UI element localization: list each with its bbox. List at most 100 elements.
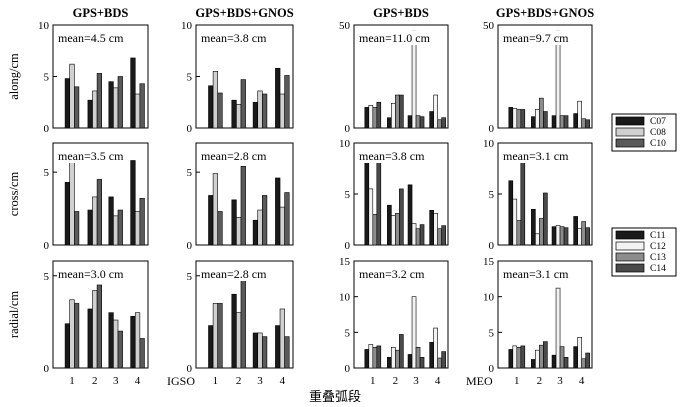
bar-along-igso-gbg-2-C10	[240, 79, 246, 129]
bar-along-igso-gbg-4-C10	[284, 75, 290, 129]
ytick-label-cross-meo-gbg-10: 10	[483, 138, 495, 150]
bar-along-igso-gbg-3-C08	[257, 90, 263, 129]
bar-radial-meo-gbg-2-C14	[543, 341, 548, 369]
x-axis-label: 重叠弧段	[309, 389, 361, 404]
bar-along-igso-gb-2-C07	[87, 99, 93, 129]
bar-cross-igso-gbg-4-C07	[275, 177, 281, 246]
bar-along-meo-gb-3-C14	[419, 116, 425, 129]
legend-label-C08: C08	[650, 128, 666, 138]
mean-label-background	[200, 31, 269, 45]
bar-along-meo-gbg-4-C11	[573, 113, 578, 129]
bar-along-igso-gb-4-C10	[139, 83, 145, 129]
bar-along-igso-gbg-1-C07	[208, 85, 214, 129]
mean-label-background	[502, 149, 571, 163]
mean-label-background	[57, 267, 126, 281]
ytick-label-radial-meo-gb-10: 10	[339, 292, 351, 304]
bar-along-meo-gb-2-C13	[395, 94, 400, 129]
bar-radial-igso-gb-2-C08	[92, 290, 98, 369]
ytick-label-radial-igso-gbg-5: 5	[187, 271, 193, 283]
bar-radial-meo-gb-1-C11	[364, 349, 370, 369]
legend-swatch-C10	[615, 138, 645, 148]
bar-radial-meo-gbg-2-C11	[531, 359, 536, 369]
bar-radial-meo-gb-3-C11	[407, 354, 413, 369]
xtick-label-radial-igso-gb-2: 2	[92, 375, 98, 387]
bar-along-meo-gb-3-C12	[411, 30, 417, 129]
legend-label-C10: C10	[650, 139, 666, 149]
bar-along-igso-gb-4-C08	[134, 93, 141, 129]
bar-along-igso-gb-1-C08	[69, 63, 75, 129]
bar-radial-meo-gb-4-C13	[437, 357, 442, 369]
bar-cross-igso-gb-3-C07	[108, 196, 114, 246]
bar-radial-meo-gbg-3-C14	[563, 356, 569, 369]
legend-swatch-C12	[615, 241, 645, 251]
legend-label-C11: C11	[650, 231, 666, 241]
bar-along-meo-gbg-3-C13	[559, 115, 565, 129]
xtick-label-radial-igso-gbg-2: 2	[236, 375, 242, 387]
ytick-label-radial-meo-gb-5: 5	[345, 327, 351, 339]
bar-radial-igso-gbg-2-C07	[231, 293, 237, 369]
legend-label-C07: C07	[650, 117, 666, 127]
bar-along-igso-gbg-4-C08	[279, 93, 285, 129]
bar-along-meo-gbg-3-C11	[551, 115, 557, 129]
bar-radial-meo-gb-4-C14	[441, 351, 446, 369]
bar-radial-meo-gb-1-C14	[376, 345, 382, 369]
mean-label-cross-igso-gbg: mean=2.8 cm	[201, 149, 267, 163]
bar-cross-igso-gbg-1-C08	[212, 173, 219, 246]
row-label-radial: radial/cm	[7, 291, 21, 338]
ytick-label-along-meo-gbg-0: 0	[489, 123, 495, 135]
bar-cross-meo-gb-1-C12	[368, 188, 374, 246]
bar-radial-meo-gb-2-C11	[387, 356, 392, 369]
xtick-label-radial-igso-gbg-1: 1	[213, 375, 219, 387]
bar-cross-meo-gbg-4-C12	[577, 228, 582, 246]
xtick-label-radial-meo-gbg-1: 1	[514, 375, 520, 387]
bar-cross-meo-gb-4-C13	[437, 228, 442, 246]
row-label-cross: cross/cm	[7, 172, 21, 217]
bar-radial-meo-gb-1-C12	[368, 344, 374, 369]
bar-cross-meo-gb-2-C14	[399, 188, 404, 246]
mean-label-radial-meo-gbg: mean=3.1 cm	[503, 267, 569, 281]
ytick-label-along-igso-gb-0: 0	[44, 123, 50, 135]
bar-cross-meo-gb-3-C12	[411, 223, 417, 246]
bar-along-meo-gb-2-C11	[387, 117, 392, 129]
ytick-label-along-igso-gb-5: 5	[44, 72, 50, 84]
bar-cross-igso-gbg-3-C08	[257, 209, 263, 246]
bar-along-igso-gb-1-C10	[74, 86, 80, 129]
bar-radial-igso-gbg-3-C10	[262, 336, 268, 369]
bar-along-meo-gb-3-C11	[407, 115, 413, 129]
mean-label-cross-meo-gbg: mean=3.1 cm	[503, 149, 569, 163]
bar-cross-meo-gbg-2-C11	[531, 209, 536, 246]
column-title-1: GPS+BDS	[73, 6, 129, 20]
bar-along-igso-gbg-4-C07	[275, 67, 281, 129]
bar-cross-meo-gbg-3-C11	[551, 226, 557, 246]
bar-radial-igso-gbg-4-C07	[275, 325, 281, 369]
bar-along-igso-gbg-1-C10	[217, 92, 223, 129]
ytick-label-along-meo-gbg-50: 50	[483, 20, 495, 32]
column-title-4: GPS+BDS+GNOS	[496, 6, 594, 20]
mean-label-radial-igso-gbg: mean=2.8 cm	[201, 267, 267, 281]
bar-cross-meo-gbg-3-C13	[559, 226, 565, 246]
xtick-label-radial-igso-gb-3: 3	[113, 375, 119, 387]
mean-label-background	[358, 267, 427, 281]
bar-along-meo-gb-4-C12	[433, 94, 438, 129]
ytick-label-cross-meo-gbg-5: 5	[489, 189, 495, 201]
bar-along-igso-gb-3-C08	[113, 87, 119, 129]
bar-along-igso-gb-4-C07	[130, 57, 136, 129]
mean-label-cross-meo-gb: mean=3.8 cm	[359, 149, 425, 163]
bar-cross-meo-gbg-2-C13	[539, 218, 544, 246]
ytick-label-along-igso-gbg-5: 5	[187, 72, 193, 84]
ytick-label-along-igso-gb-10: 10	[38, 20, 50, 32]
bar-radial-igso-gbg-4-C08	[279, 308, 285, 369]
bar-radial-igso-gb-2-C07	[87, 308, 93, 369]
bar-cross-igso-gb-2-C10	[96, 179, 102, 246]
bar-cross-meo-gb-2-C13	[395, 213, 400, 246]
row-label-along: along/cm	[7, 53, 21, 100]
bar-along-igso-gbg-2-C08	[236, 104, 242, 129]
ytick-label-cross-igso-gbg-5: 5	[187, 167, 193, 179]
bar-cross-igso-gb-1-C08	[69, 149, 75, 246]
bar-along-meo-gbg-4-C12	[577, 100, 582, 129]
bar-cross-igso-gbg-3-C10	[262, 195, 268, 246]
ytick-label-radial-meo-gbg-0: 0	[489, 363, 495, 375]
bar-cross-meo-gbg-1-C11	[508, 180, 514, 246]
bar-radial-meo-gb-3-C13	[415, 347, 421, 369]
bar-cross-igso-gb-1-C10	[74, 211, 80, 246]
